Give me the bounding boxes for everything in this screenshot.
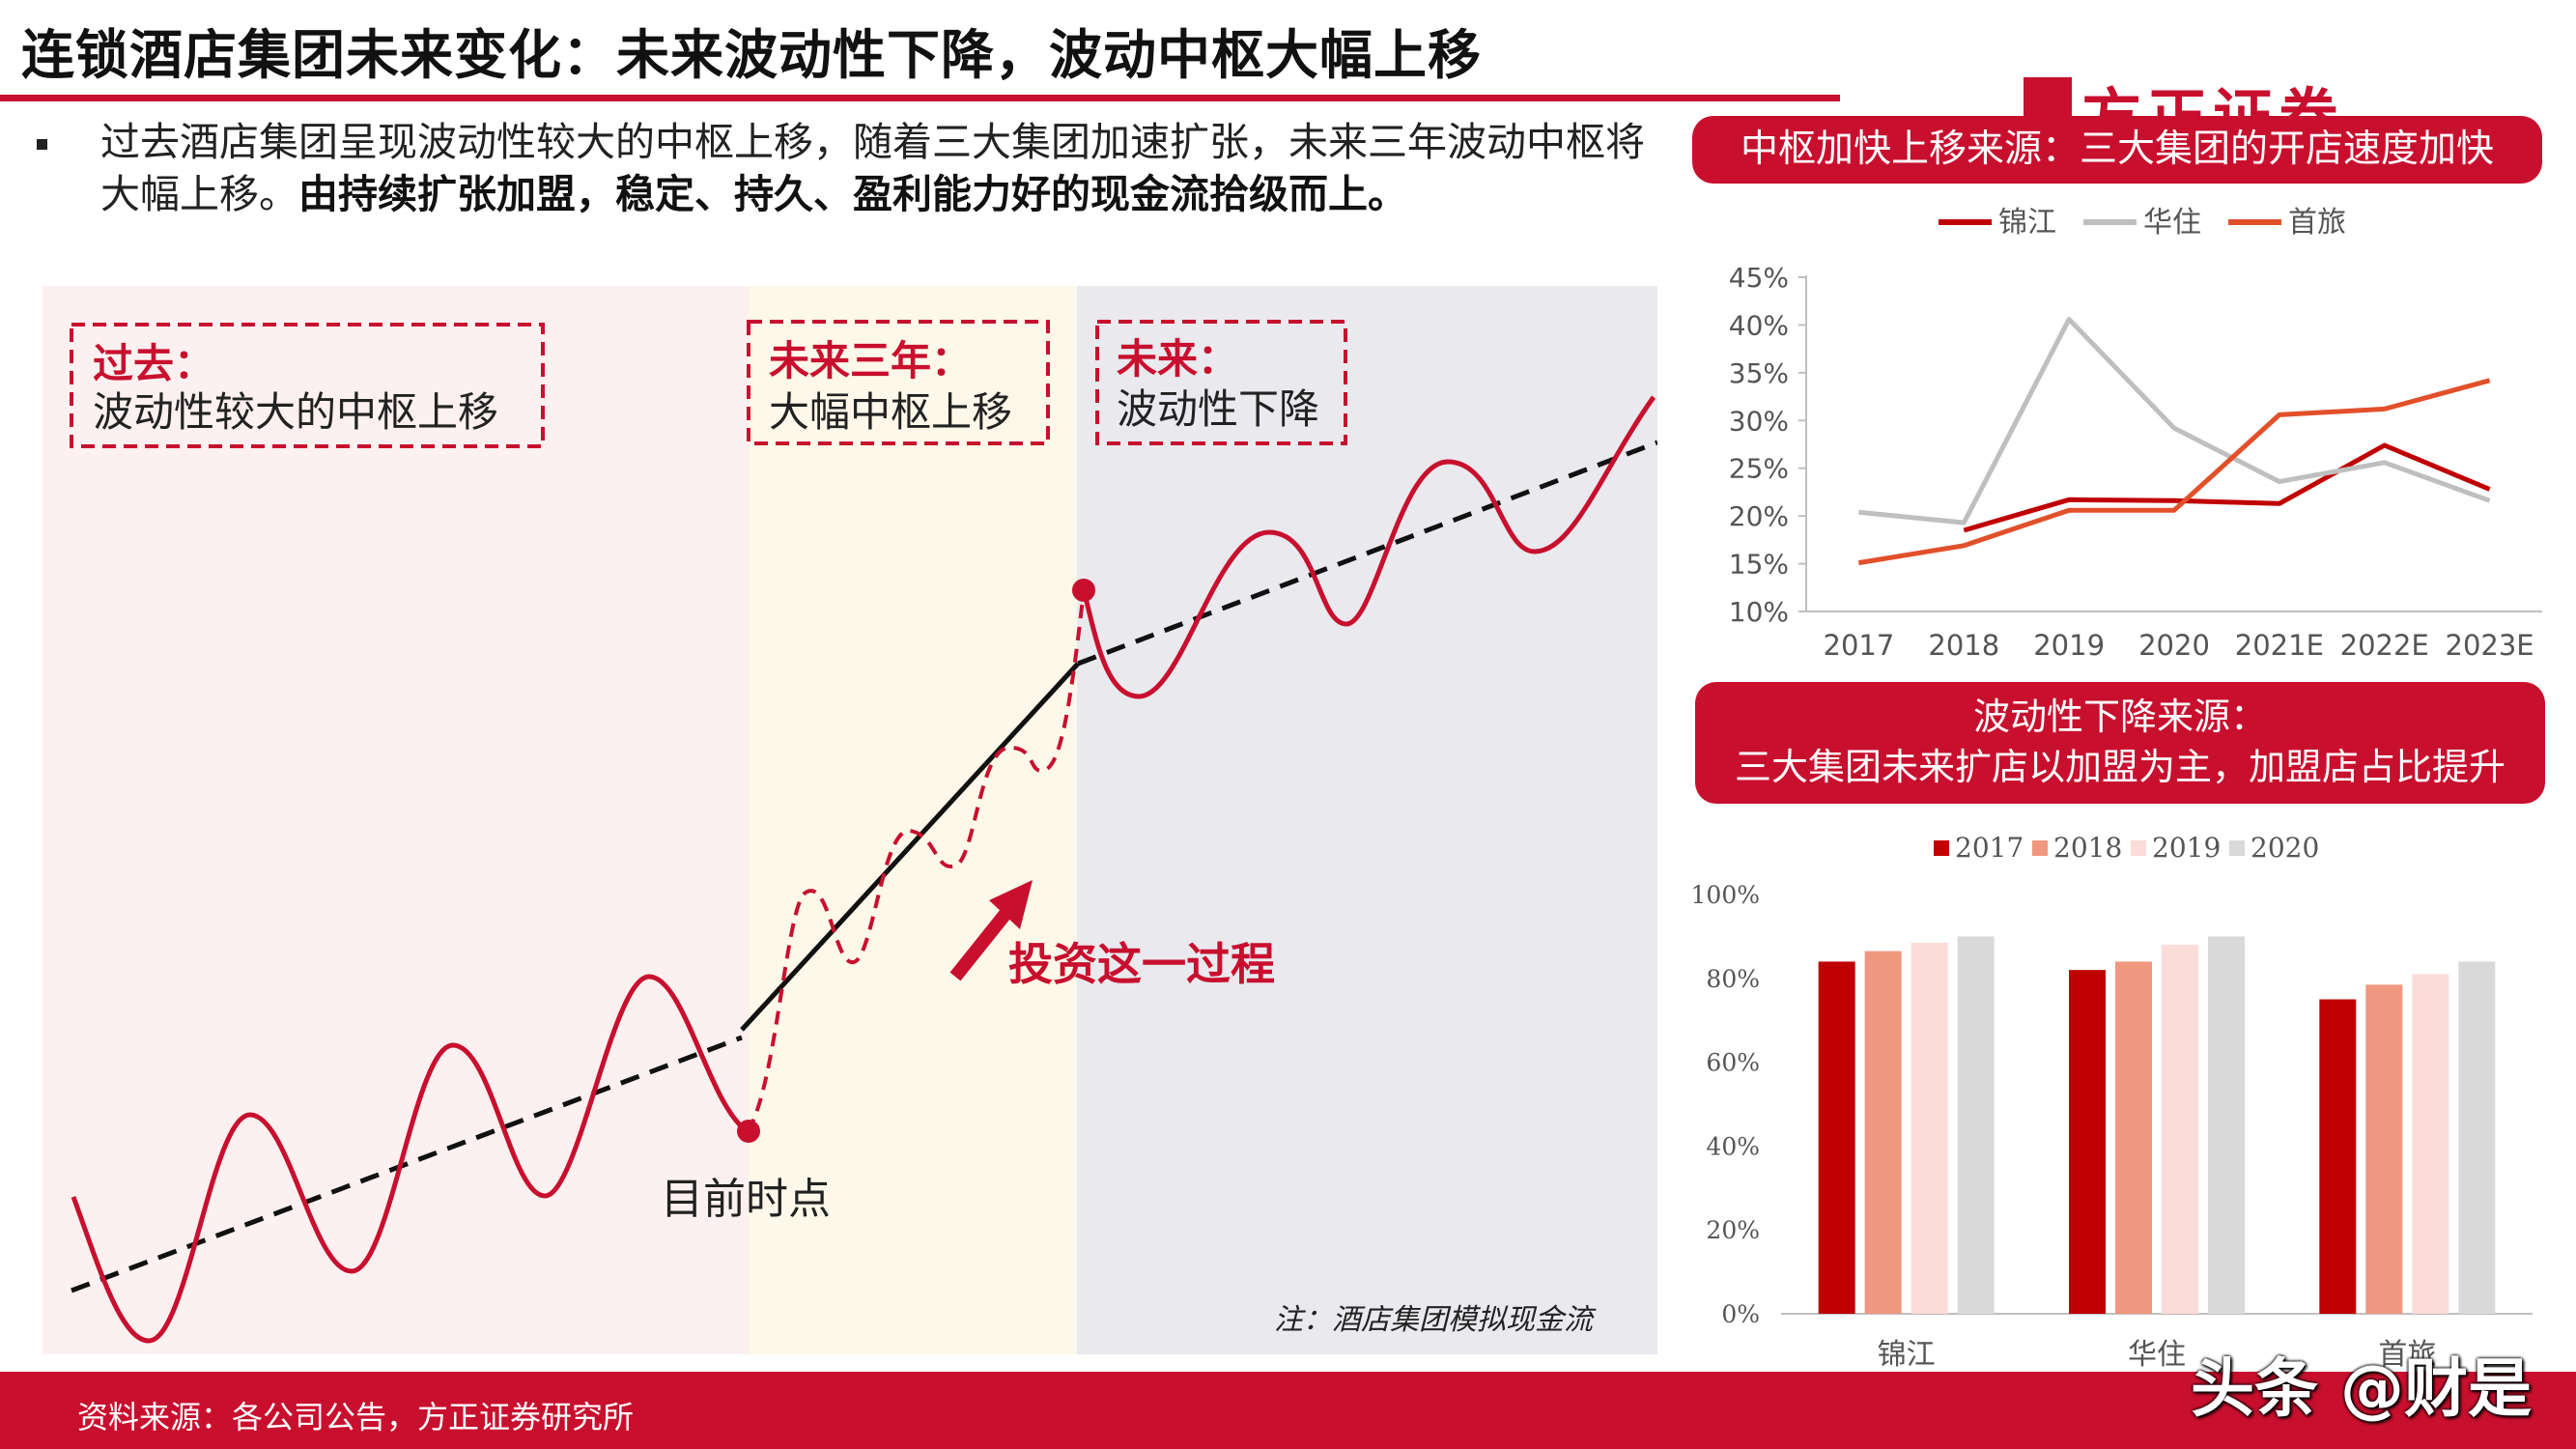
- bar-0-2: [1911, 942, 1948, 1314]
- wave-future: [1081, 395, 1656, 699]
- legend-swatch-0: [1934, 840, 1949, 856]
- legend-swatch-2: [2131, 840, 2146, 856]
- y-tick-label: 40%: [1729, 309, 1789, 341]
- zone-future-box: [1095, 320, 1347, 445]
- legend-swatch-1: [2032, 840, 2048, 856]
- series-line-1: [1858, 317, 2491, 526]
- summary-plain: 过去酒店集团呈现波动性较大的中枢上移，随着三大集团加速扩张，未来三年波动中枢将大…: [100, 119, 1645, 217]
- chart-note: 注：酒店集团模拟现金流: [1274, 1303, 1597, 1337]
- bar-0-3: [1957, 936, 1995, 1314]
- legend-label-0: 2017: [1955, 832, 2024, 864]
- legend-label-1: 2018: [2053, 832, 2122, 864]
- x-tick-label: 2017: [1824, 629, 1895, 662]
- y-tick-label: 0%: [1721, 1300, 1760, 1328]
- trend-past-dashed: [71, 1035, 743, 1293]
- zone-next3y-subtitle: 大幅中枢上移: [769, 388, 1012, 436]
- y-tick-label: 25%: [1729, 453, 1789, 485]
- legend-label-1: 华住: [2143, 206, 2201, 240]
- future-start-marker: [1072, 579, 1095, 602]
- y-tick-label: 45%: [1729, 262, 1789, 294]
- invest-label: 投资这一过程: [1008, 938, 1275, 990]
- bar-2-3: [2458, 961, 2496, 1314]
- bullet-icon: [37, 139, 47, 150]
- bar-0-0: [1818, 961, 1855, 1314]
- y-tick-label: 35%: [1729, 357, 1789, 389]
- bar-2-1: [2365, 984, 2403, 1314]
- volatility-source-line1: 波动性下降来源：: [1972, 696, 2267, 738]
- summary-bold: 由持续扩张加盟，稳定、持久、盈利能力好的现金流拾级而上。: [298, 171, 1407, 217]
- legend-swatch-3: [2229, 840, 2245, 856]
- bar-2-0: [2319, 999, 2357, 1314]
- page-title: 连锁酒店集团未来变化：未来波动性下降，波动中枢大幅上移: [21, 24, 1483, 86]
- source-note: 资料来源：各公司公告，方正证券研究所: [77, 1399, 635, 1435]
- cashflow-concept-chart: 过去： 波动性较大的中枢上移 未来三年： 大幅中枢上移 未来： 波动性下降 目前…: [42, 286, 1657, 1354]
- zone-past-box: [70, 323, 545, 448]
- franchise-share-bar-chart: 2017 2018 2019 2020 0% 20% 40% 60% 80% 100% 锦江 华住 首旅: [1692, 832, 2533, 1372]
- x-tick-label: 2019: [2033, 629, 2105, 662]
- legend-label-2: 首旅: [2288, 206, 2346, 240]
- y-tick-label: 40%: [1706, 1132, 1760, 1160]
- bar-1-3: [2208, 936, 2245, 1314]
- y-tick-label: 10%: [1729, 596, 1789, 628]
- y-tick-label: 100%: [1692, 881, 1760, 909]
- trend-next3y-solid: [740, 662, 1080, 1032]
- x-tick-label: 首旅: [2378, 1338, 2436, 1372]
- y-tick-label: 20%: [1706, 1216, 1760, 1244]
- invest-arrow-icon: [949, 880, 1033, 981]
- bar-0-1: [1864, 951, 1902, 1314]
- zone-future-title: 未来：: [1117, 335, 1238, 383]
- watermark: 头条 @财是: [2191, 1351, 2532, 1426]
- y-tick-label: 60%: [1706, 1049, 1760, 1077]
- zone-future-subtitle: 波动性下降: [1117, 385, 1319, 433]
- wave-past: [71, 974, 750, 1344]
- store-growth-line-chart: 锦江 华住 首旅 10% 15% 20% 25% 30% 35% 40% 45% 2017 2018 20…: [1729, 206, 2542, 662]
- y-tick-label: 20%: [1729, 500, 1789, 532]
- bar-1-2: [2162, 945, 2198, 1314]
- x-tick-label: 锦江: [1878, 1338, 1936, 1372]
- legend-label-3: 2020: [2250, 832, 2319, 864]
- x-tick-label: 2018: [1928, 629, 1999, 662]
- zone-future-bg: [1077, 286, 1657, 1354]
- zone-next3y-box: [747, 320, 1050, 445]
- summary-bullet: 过去酒店集团呈现波动性较大的中枢上移，随着三大集团加速扩张，未来三年波动中枢将大…: [37, 116, 1679, 220]
- bar-1-0: [2069, 970, 2106, 1314]
- y-tick-label: 30%: [1729, 405, 1789, 437]
- x-tick-label: 华住: [2128, 1338, 2186, 1372]
- current-point-label: 目前时点: [661, 1175, 831, 1224]
- legend-label-2: 2019: [2152, 832, 2221, 864]
- trend-future-dashed: [1077, 440, 1657, 667]
- zone-next3y-bg: [749, 286, 1077, 1354]
- bar-2-2: [2412, 974, 2449, 1314]
- footer-bar: [0, 1372, 2576, 1449]
- legend-label-0: 锦江: [1998, 206, 2056, 240]
- current-point-marker: [737, 1120, 760, 1143]
- x-tick-label: 2021E: [2235, 629, 2324, 662]
- zone-past-title: 过去：: [93, 340, 214, 387]
- summary-text: 过去酒店集团呈现波动性较大的中枢上移，随着三大集团加速扩张，未来三年波动中枢将大…: [100, 116, 1679, 220]
- bar-1-1: [2115, 961, 2152, 1314]
- zone-past-subtitle: 波动性较大的中枢上移: [93, 388, 498, 436]
- y-tick-label: 15%: [1729, 549, 1789, 581]
- x-tick-label: 2022E: [2340, 629, 2429, 662]
- series-line-0: [1963, 442, 2491, 533]
- x-tick-label: 2023E: [2446, 629, 2534, 662]
- title-rule: [0, 95, 1840, 101]
- growth-source-box: 中枢加快上移来源：三大集团的开店速度加快: [1692, 116, 2542, 184]
- volatility-source-line2: 三大集团未来扩店以加盟为主，加盟店占比提升: [1734, 746, 2505, 788]
- series-line-2: [1857, 378, 2491, 566]
- logo: 方正证券: [2024, 60, 2449, 118]
- logo-text: 方正证券: [2081, 81, 2345, 118]
- y-tick-label: 80%: [1706, 965, 1760, 993]
- x-tick-label: 2020: [2138, 629, 2210, 662]
- zone-next3y-title: 未来三年：: [769, 337, 972, 384]
- logo-mark-icon: [2024, 77, 2072, 118]
- volatility-source-box: 波动性下降来源： 三大集团未来扩店以加盟为主，加盟店占比提升: [1695, 682, 2545, 804]
